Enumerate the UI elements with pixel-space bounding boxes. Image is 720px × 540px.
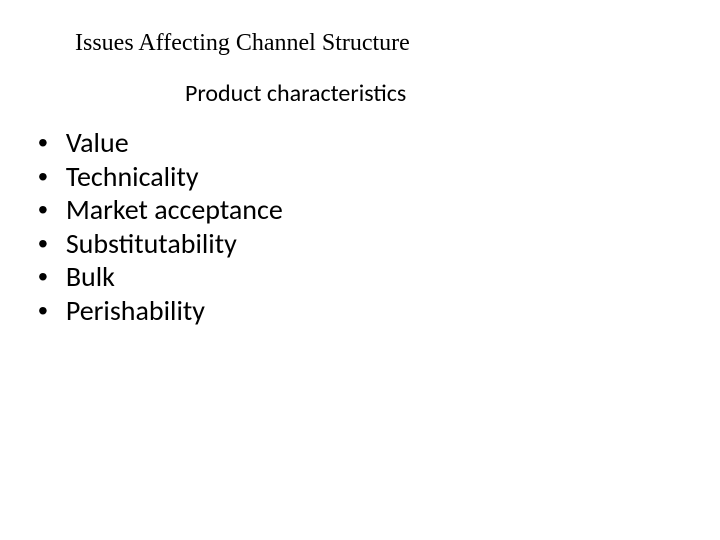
list-item: • Perishability [30, 294, 700, 328]
bullet-icon: • [38, 160, 48, 194]
bullet-list: • Value • Technicality • Market acceptan… [30, 126, 700, 328]
bullet-text: Market acceptance [66, 193, 700, 227]
list-item: • Bulk [30, 260, 700, 294]
slide-title: Issues Affecting Channel Structure [75, 30, 700, 57]
bullet-text: Substitutability [66, 227, 700, 261]
bullet-icon: • [38, 294, 48, 328]
bullet-text: Bulk [66, 260, 700, 294]
bullet-icon: • [38, 227, 48, 261]
bullet-icon: • [38, 126, 48, 160]
bullet-icon: • [38, 193, 48, 227]
list-item: • Substitutability [30, 227, 700, 261]
list-item: • Market acceptance [30, 193, 700, 227]
slide-subtitle: Product characteristics [185, 79, 700, 108]
bullet-text: Perishability [66, 294, 700, 328]
bullet-text: Technicality [66, 160, 700, 194]
list-item: • Technicality [30, 160, 700, 194]
list-item: • Value [30, 126, 700, 160]
bullet-text: Value [66, 126, 700, 160]
bullet-icon: • [38, 260, 48, 294]
